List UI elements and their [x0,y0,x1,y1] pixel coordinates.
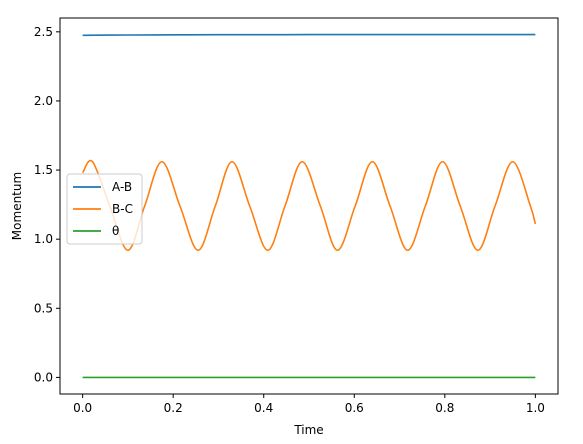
y-axis-ticks: 0.0 0.5 1.0 1.5 2.0 2.5 [34,25,60,384]
legend-box [66,173,143,245]
x-tick-label: 0.0 [73,401,92,415]
x-tick-label: 0.2 [164,401,183,415]
x-tick-label: 0.8 [435,401,454,415]
x-axis-label: Time [293,423,323,437]
y-tick-label: 1.5 [34,163,53,177]
x-tick-label: 1.0 [526,401,545,415]
legend: A-B B-C θ [66,173,143,245]
y-tick-label: 0.5 [34,301,53,315]
x-tick-label: 0.4 [254,401,273,415]
plot-frame [59,17,559,395]
y-axis-label: Momentum [10,172,24,240]
legend-label-1: A-B [112,180,132,194]
y-tick-label: 2.0 [34,94,53,108]
y-tick-label: 2.5 [34,25,53,39]
series-line-2 [81,159,537,252]
x-axis-ticks: 0.0 0.2 0.4 0.6 0.8 1.0 [73,394,545,415]
plot-area [60,18,558,394]
y-tick-label: 1.0 [34,232,53,246]
legend-label-2: B-C [112,202,133,216]
series-layer [81,33,537,379]
y-tick-label: 0.0 [34,370,53,384]
x-tick-label: 0.6 [345,401,364,415]
series-line-1 [82,33,536,37]
legend-label-3: θ [112,224,119,238]
